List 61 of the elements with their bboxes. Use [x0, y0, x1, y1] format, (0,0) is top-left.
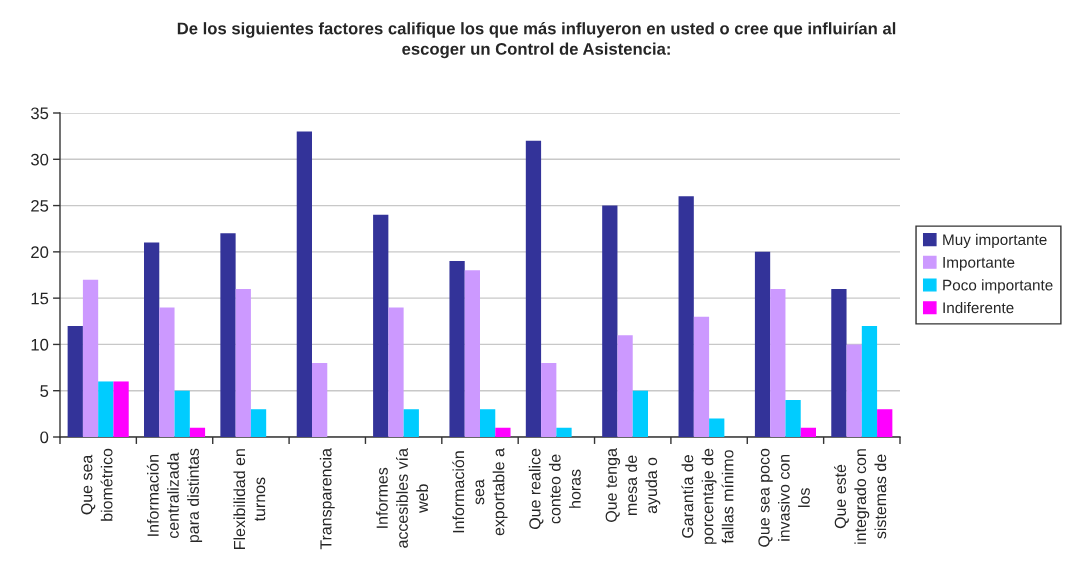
- bar: [525, 140, 542, 437]
- y-tick-label: 5: [40, 385, 49, 397]
- bar: [541, 362, 557, 437]
- y-tick-label: 10: [31, 338, 49, 351]
- bar: [632, 390, 648, 437]
- bar: [785, 399, 801, 437]
- bar: [754, 251, 771, 437]
- chart-title: De los siguientes factores califique los que más influyeron en usted o cree que influirían al escoger un Control de Asistencia:: [177, 22, 896, 59]
- y-tick-label: 15: [31, 292, 49, 305]
- x-tick-label: Que tenga mesa de ayuda o: [605, 448, 661, 522]
- y-tick-label: 0: [40, 431, 49, 444]
- bar: [693, 316, 710, 437]
- bar: [617, 335, 633, 437]
- bar: [159, 307, 175, 437]
- bar: [296, 131, 312, 437]
- bar: [174, 390, 190, 437]
- bar: [602, 205, 618, 437]
- legend-label: Muy importante: [943, 233, 1047, 249]
- y-tick-label: 35: [30, 107, 49, 120]
- bar: [831, 288, 847, 437]
- bar: [495, 427, 511, 437]
- bar: [250, 409, 267, 437]
- bar: [800, 427, 816, 437]
- bar: [113, 381, 129, 437]
- bar: [846, 344, 862, 437]
- x-tick-label: Que realice conteo de horas: [528, 448, 581, 530]
- bar: [388, 307, 404, 437]
- bar: [98, 381, 114, 437]
- x-tick-label: Que sea biométrico: [81, 448, 113, 521]
- bar: [312, 362, 328, 437]
- bar: [770, 288, 786, 437]
- x-tick-label: Flexibilidad en turnos: [233, 449, 266, 549]
- bar: [82, 279, 99, 437]
- x-tick-label: Que sea poco invasivo con los: [758, 448, 810, 547]
- bar: [449, 261, 465, 437]
- bar: [67, 325, 83, 437]
- bar: [189, 427, 206, 437]
- y-tick-label: 25: [31, 199, 49, 212]
- bar: [861, 325, 878, 437]
- bar: [709, 418, 725, 437]
- x-tick-label: Transparencia: [319, 448, 335, 550]
- x-tick-label: Informes accesibles vía web: [376, 448, 429, 548]
- y-tick-label: 20: [31, 246, 49, 259]
- y-tick-label: 30: [30, 153, 49, 166]
- bar: [373, 214, 389, 437]
- bar: [678, 196, 694, 437]
- legend-label: Poco importante: [943, 279, 1053, 294]
- legend-label: Indiferente: [943, 302, 1014, 314]
- legend-label: Importante: [943, 257, 1015, 271]
- bar: [464, 270, 480, 437]
- bar: [403, 409, 419, 437]
- x-tick-label: Información sea exportable a: [452, 448, 508, 536]
- bar: [144, 242, 160, 437]
- bar: [480, 409, 496, 437]
- x-tick-label: Garantía de porcentaje de fallas mínimo: [681, 448, 734, 544]
- x-tick-label: Información centralizada para distintas: [146, 448, 203, 543]
- bar: [877, 409, 893, 437]
- bar: [556, 427, 572, 437]
- bar: [220, 233, 236, 437]
- x-tick-label: Que esté integrado con sistemas de: [834, 449, 887, 544]
- bar: [235, 288, 251, 437]
